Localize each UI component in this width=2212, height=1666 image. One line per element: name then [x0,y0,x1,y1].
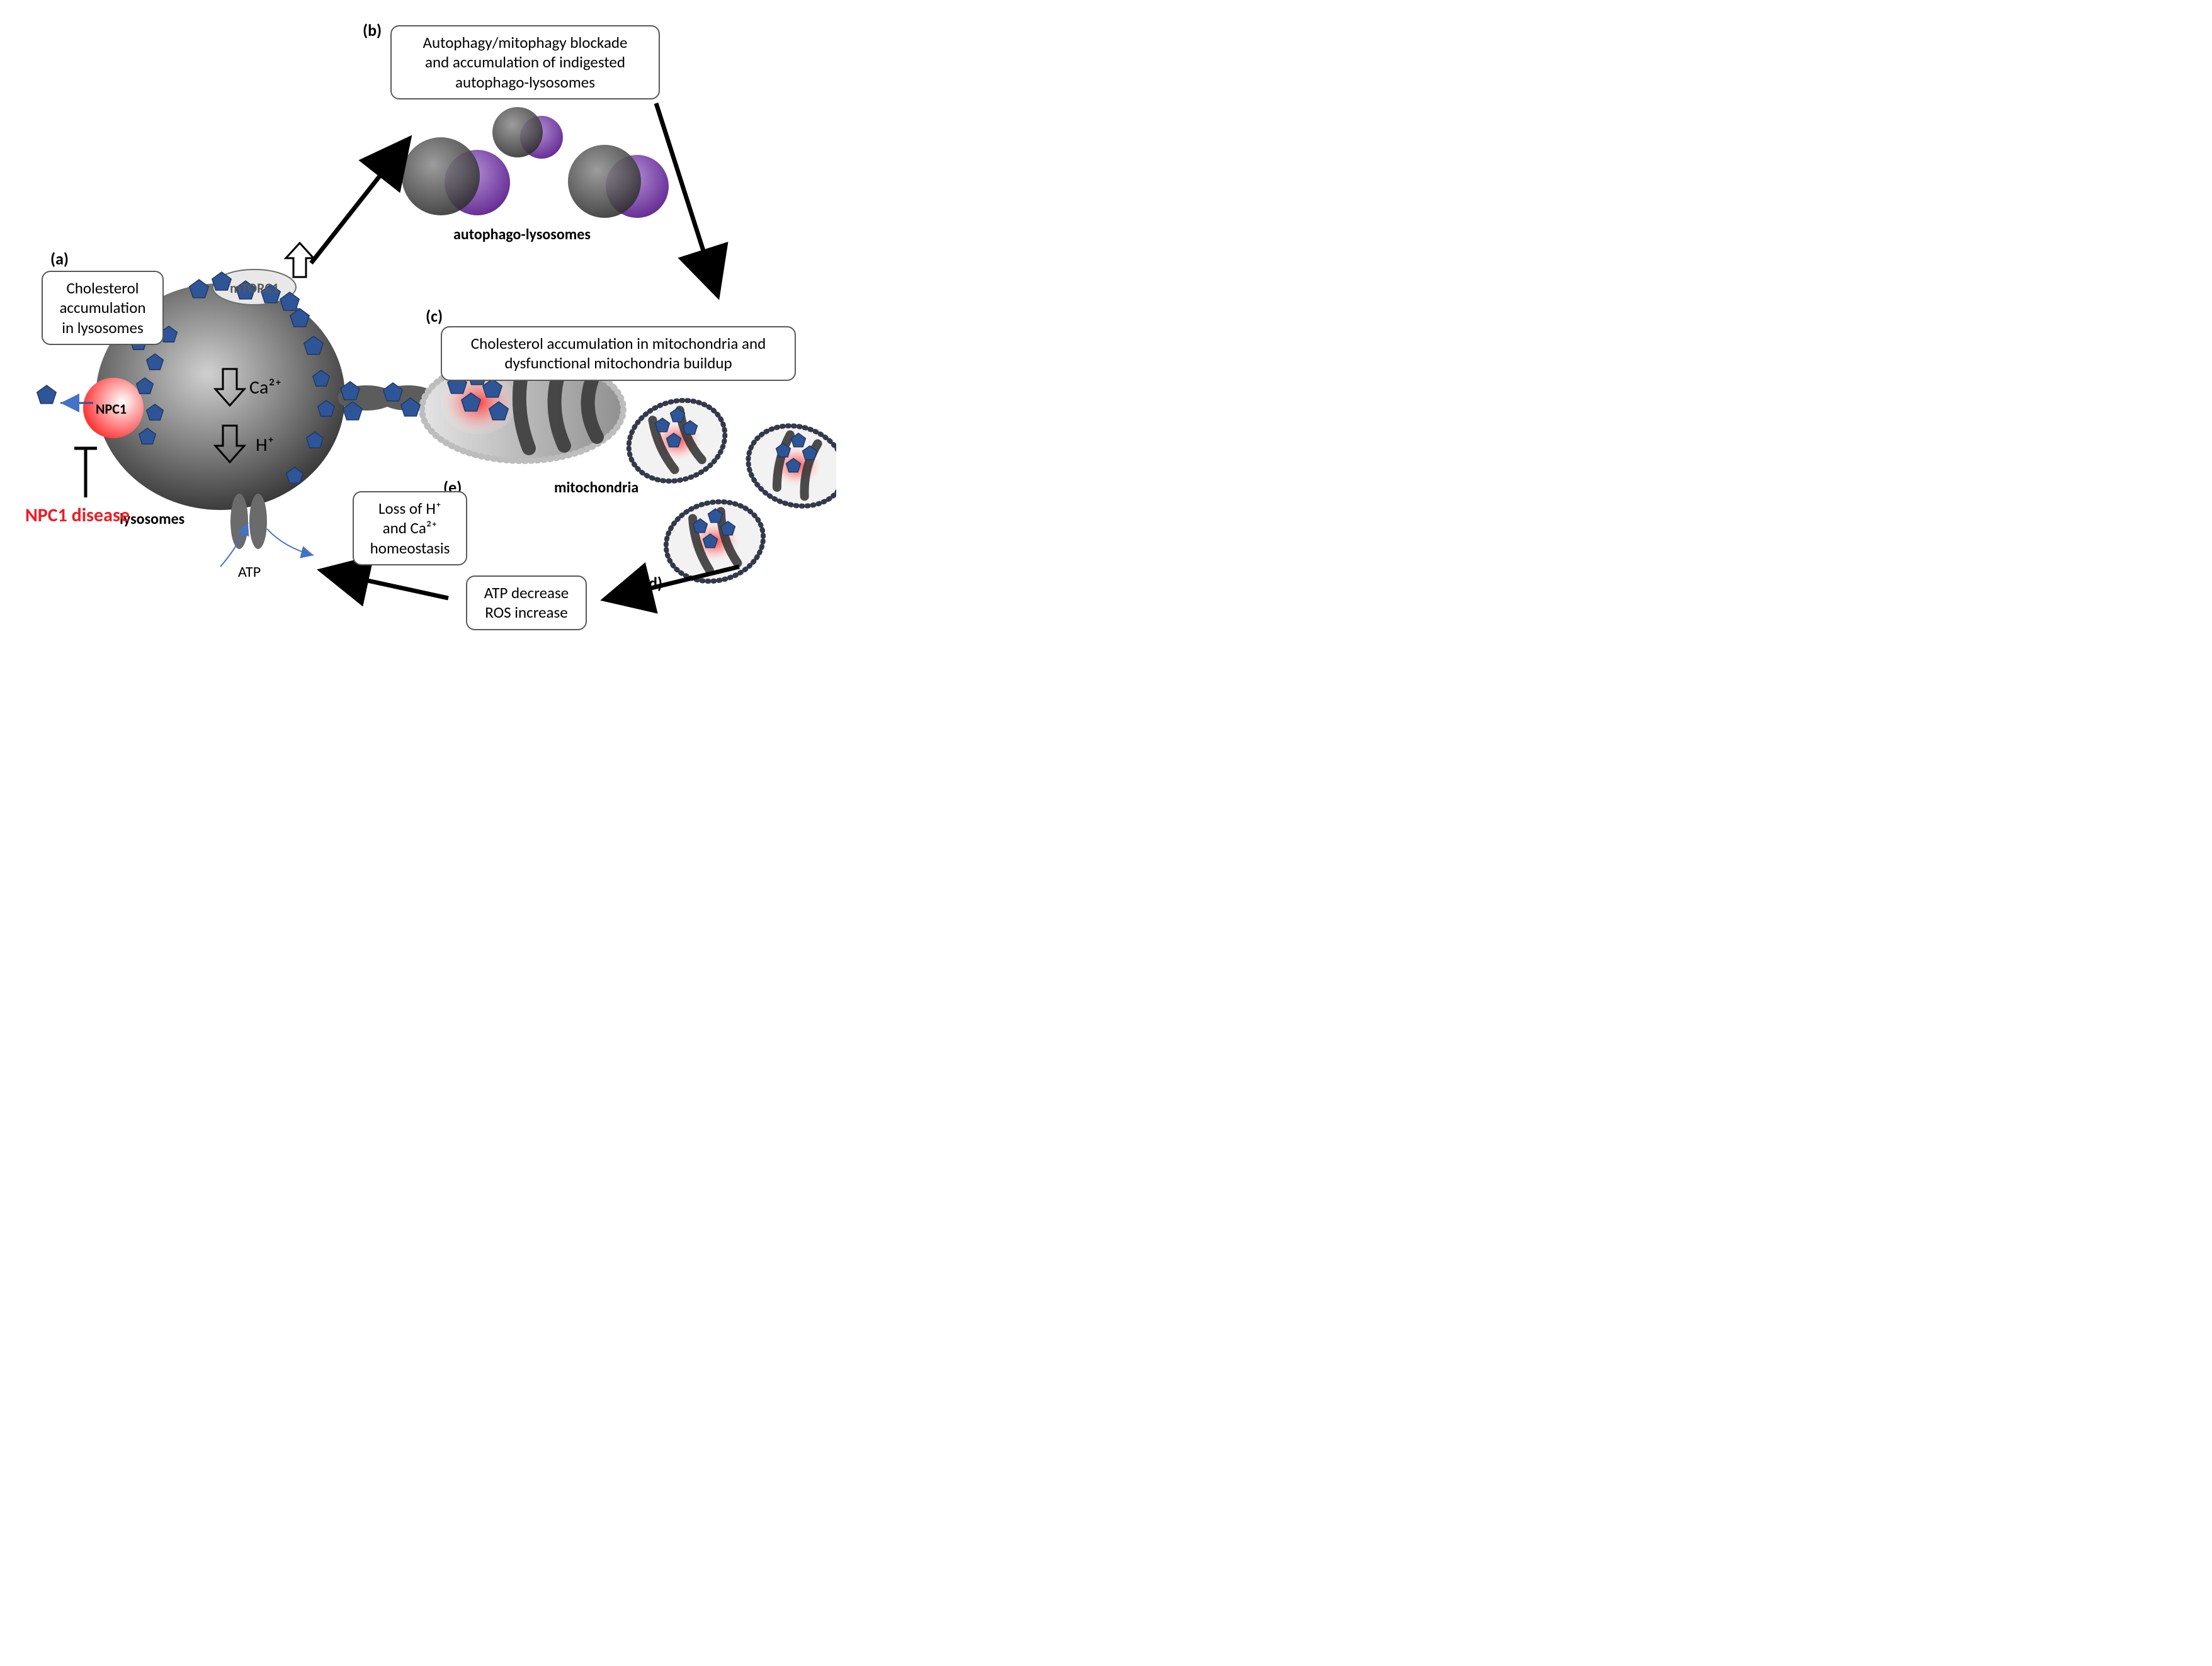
contact-site [337,385,437,411]
label-npc1-disease: NPC1 disease [25,504,130,527]
box-b: Autophagy/mitophagy blockade and accumul… [390,25,660,99]
npc1-inhibit [74,448,97,497]
tag-d: (d) [644,573,662,593]
box-b-line1: Autophagy/mitophagy blockade [423,33,627,52]
autophago-lysosome-2 [492,107,563,159]
box-c: Cholesterol accumulation in mitochondria… [441,326,796,381]
box-e-line2: and Ca²⁺ [383,518,438,538]
autophago-lysosome-1 [402,137,510,215]
box-e-line3: homeostasis [370,538,450,558]
box-c-line1: Cholesterol accumulation in mitochondria… [471,334,766,353]
autophago-lysosome-3 [568,145,669,218]
label-ca: Ca²⁺ [249,376,281,399]
box-b-line3: autophago-lysosomes [455,72,595,92]
label-autophago: autophago-lysosomes [453,225,591,244]
box-a: Cholesterol accumulation in lysosomes [42,271,164,345]
box-e: Loss of H⁺ and Ca²⁺ homeostasis [353,491,467,565]
hollow-arrow-ca [215,369,244,405]
diagram-stage: (a) (b) (c) (d) (e) Cholesterol accumula… [0,0,836,630]
tag-b: (b) [363,20,382,40]
tag-c: (c) [426,306,443,326]
mitochondrion-small-2 [738,414,836,518]
box-c-line2: dysfunctional mitochondria buildup [504,353,732,373]
atp-arrows [220,523,314,567]
label-mitochondria: mitochondria [554,479,638,497]
label-npc1: NPC1 [96,400,127,417]
box-a-line2: accumulation [59,298,145,317]
box-d-line1: ATP decrease [484,583,569,603]
box-d: ATP decrease ROS increase [466,575,587,630]
box-a-line3: in lysosomes [62,318,143,337]
mitochondrion-small-3 [657,492,771,591]
vatpase [230,494,267,549]
box-e-line1: Loss of H⁺ [378,499,441,518]
label-atp: ATP [238,563,261,581]
label-mtorc1: mTORC1 [230,280,279,297]
box-b-line2: and accumulation of indigested [425,52,625,72]
label-h: H⁺ [256,433,275,456]
hollow-arrow-h [215,426,244,462]
box-a-line1: Cholesterol [66,278,139,298]
hollow-arrow-mtorc1 [286,243,314,277]
tag-a: (a) [50,249,69,269]
box-d-line2: ROS increase [485,603,567,622]
